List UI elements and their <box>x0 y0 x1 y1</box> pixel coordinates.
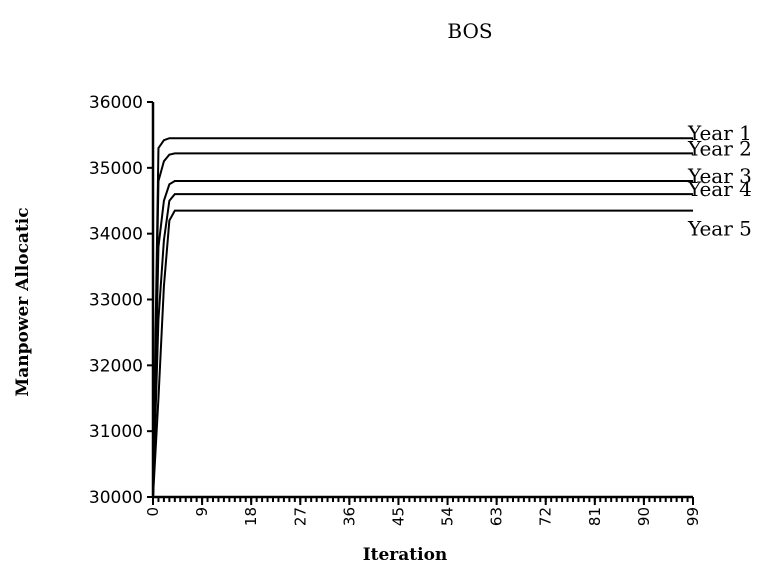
y-tick-label: 32000 <box>89 356 143 376</box>
series-line-3 <box>152 180 693 498</box>
legend-label: Year 1 <box>687 121 752 145</box>
x-tick-label: 99 <box>684 507 702 526</box>
y-tick-label: 34000 <box>89 225 143 245</box>
y-tick-label: 36000 <box>89 93 143 113</box>
x-axis-label: Iteration <box>363 545 448 565</box>
y-tick-label: 31000 <box>89 422 143 442</box>
y-tick-label: 30000 <box>89 488 143 508</box>
legend-label: Year 4 <box>687 177 752 201</box>
x-tick-label: 90 <box>635 507 653 526</box>
x-tick-label: 81 <box>586 507 604 526</box>
series-line-2 <box>152 152 693 498</box>
y-axis-label: Manpower Allocatic <box>13 207 33 396</box>
chart-title: BOS <box>447 19 492 43</box>
x-tick-label: 18 <box>242 507 260 526</box>
series-line-1 <box>152 137 693 498</box>
legend-label: Year 2 <box>687 136 752 160</box>
series-line-4 <box>152 193 693 498</box>
legend-label: Year 3 <box>687 164 752 188</box>
series-line-5 <box>152 209 693 498</box>
y-tick-label: 35000 <box>89 159 143 179</box>
x-tick-label: 72 <box>537 507 555 526</box>
legend-label: Year 5 <box>687 217 752 241</box>
x-tick-label: 54 <box>439 507 457 526</box>
x-axis-ticks: 0 9 18 27 36 45 54 63 72 81 90 99 <box>144 497 702 526</box>
x-tick-label: 0 <box>144 507 162 517</box>
x-tick-label: 45 <box>389 507 407 526</box>
series-lines <box>152 137 693 498</box>
x-tick-label: 27 <box>291 507 309 526</box>
y-axis-ticks: 30000 31000 32000 33000 34000 35000 36000 <box>89 93 153 508</box>
x-tick-label: 63 <box>488 507 506 526</box>
x-tick-label: 9 <box>193 507 211 517</box>
x-tick-label: 36 <box>340 507 358 526</box>
y-tick-label: 33000 <box>89 291 143 311</box>
